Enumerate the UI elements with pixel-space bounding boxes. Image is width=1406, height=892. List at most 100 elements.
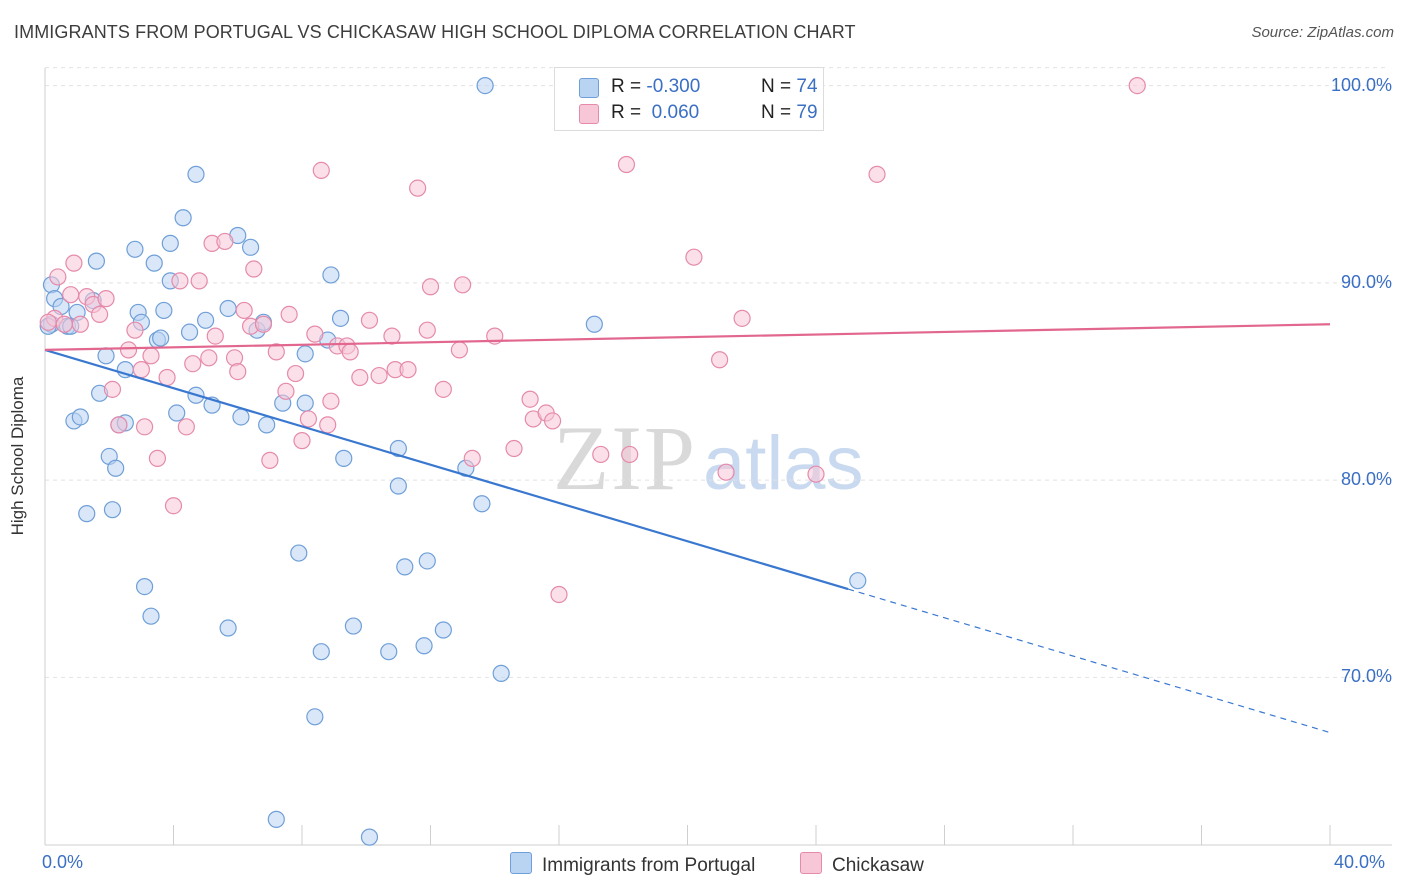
chickasaw-point bbox=[216, 232, 234, 251]
chickasaw-point bbox=[261, 451, 279, 469]
chickasaw-point bbox=[399, 361, 417, 379]
portugal-point bbox=[219, 619, 237, 637]
legend-r-label: R = bbox=[611, 76, 642, 97]
portugal-point bbox=[290, 544, 308, 562]
portugal-point bbox=[258, 416, 276, 434]
chickasaw-point bbox=[62, 286, 80, 304]
portugal-point bbox=[415, 637, 433, 655]
legend-n-value: 79 bbox=[796, 102, 818, 123]
chickasaw-point bbox=[505, 439, 523, 458]
portugal-point bbox=[335, 449, 353, 467]
chickasaw-point bbox=[177, 418, 195, 436]
legend-n-chickasaw: N = 79 bbox=[761, 102, 818, 124]
portugal-point bbox=[331, 309, 350, 327]
chickasaw-point bbox=[135, 418, 154, 436]
y-tick-label: 70.0% bbox=[1340, 666, 1392, 687]
chickasaw-point bbox=[142, 347, 160, 365]
portugal-point bbox=[473, 495, 491, 513]
legend-n-value: 74 bbox=[796, 76, 818, 97]
chickasaw-point bbox=[351, 368, 369, 387]
portugal-point bbox=[389, 439, 407, 458]
chickasaw-point bbox=[306, 325, 324, 343]
chickasaw-point bbox=[450, 341, 469, 359]
chickasaw-point bbox=[286, 364, 305, 383]
chickasaw-point bbox=[254, 315, 273, 333]
portugal-point bbox=[434, 621, 452, 639]
legend-r-value: 0.060 bbox=[651, 102, 700, 123]
portugal-point bbox=[418, 552, 436, 570]
chickasaw-point bbox=[360, 311, 379, 329]
legend-swatch-pink bbox=[579, 104, 599, 124]
chickasaw-point bbox=[65, 254, 83, 272]
portugal-point bbox=[296, 394, 314, 412]
chickasaw-point bbox=[277, 382, 295, 400]
chickasaw-point bbox=[434, 380, 452, 398]
y-tick-label: 80.0% bbox=[1340, 469, 1392, 490]
chickasaw-point bbox=[621, 445, 639, 464]
bottom-legend-swatch-blue bbox=[510, 852, 532, 874]
portugal-point bbox=[396, 558, 414, 576]
portugal-point bbox=[174, 209, 192, 227]
portugal-point bbox=[152, 329, 170, 347]
portugal-point bbox=[219, 299, 237, 318]
legend-n-portugal: N = 74 bbox=[761, 76, 818, 98]
chickasaw-point bbox=[200, 349, 218, 367]
portugal-point bbox=[312, 643, 330, 661]
y-tick-label: 100.0% bbox=[1330, 74, 1392, 95]
chickasaw-point bbox=[409, 179, 427, 197]
legend-n-label: N = bbox=[761, 102, 792, 123]
chickasaw-point bbox=[132, 361, 150, 379]
portugal-point bbox=[155, 301, 173, 320]
chickasaw-point bbox=[685, 248, 703, 266]
x-tick-label-min: 0.0% bbox=[42, 852, 84, 872]
bottom-legend-label: Immigrants from Portugal bbox=[542, 855, 756, 876]
portugal-point bbox=[78, 505, 96, 523]
portugal-point bbox=[197, 311, 215, 329]
portugal-point bbox=[142, 607, 160, 625]
chickasaw-point bbox=[267, 343, 285, 361]
chickasaw-point bbox=[312, 161, 330, 180]
portugal-point bbox=[135, 578, 154, 596]
chickasaw-point bbox=[171, 272, 189, 290]
portugal-point bbox=[585, 315, 603, 333]
chickasaw-point bbox=[322, 392, 340, 410]
chickasaw-point bbox=[868, 165, 886, 183]
chickasaw-point bbox=[463, 449, 481, 467]
legend-r-label: R = bbox=[611, 102, 642, 123]
bottom-legend-swatch-pink bbox=[800, 852, 822, 874]
chickasaw-point bbox=[807, 465, 825, 483]
portugal-point bbox=[360, 828, 379, 846]
chickasaw-point bbox=[592, 445, 610, 464]
chickasaw-point bbox=[91, 305, 109, 323]
grid-lines bbox=[45, 67, 1388, 678]
legend-r-portugal: R = -0.300 bbox=[611, 76, 700, 98]
chickasaw-point bbox=[418, 321, 436, 339]
series-chickasaw-points bbox=[39, 76, 1146, 604]
chickasaw-point bbox=[206, 327, 224, 345]
chickasaw-point bbox=[733, 309, 751, 327]
chickasaw-point bbox=[293, 432, 311, 450]
portugal-point bbox=[232, 408, 250, 426]
chickasaw-point bbox=[119, 341, 138, 359]
y-tick-label: 90.0% bbox=[1340, 271, 1392, 292]
x-tick-label-max: 40.0% bbox=[1334, 852, 1386, 872]
chickasaw-point bbox=[235, 301, 253, 320]
portugal-point bbox=[71, 408, 89, 426]
chickasaw-point bbox=[245, 260, 263, 278]
bottom-legend-label: Chickasaw bbox=[832, 855, 924, 876]
portugal-point bbox=[145, 254, 163, 272]
chickasaw-point bbox=[1128, 76, 1146, 95]
bottom-legend-chickasaw: Chickasaw bbox=[800, 852, 924, 877]
chickasaw-point bbox=[280, 305, 298, 323]
chickasaw-point bbox=[110, 416, 128, 434]
chickasaw-trend-line bbox=[44, 323, 1331, 352]
portugal-point bbox=[242, 238, 260, 256]
portugal-point bbox=[187, 165, 205, 183]
correlation-legend: R = -0.300 N = 74 R = 0.060 N = 79 bbox=[554, 67, 824, 131]
chickasaw-point bbox=[319, 416, 337, 434]
trend-lines bbox=[44, 323, 1331, 734]
chickasaw-point bbox=[550, 585, 568, 604]
chickasaw-point bbox=[39, 313, 57, 331]
chickasaw-point bbox=[148, 449, 167, 467]
